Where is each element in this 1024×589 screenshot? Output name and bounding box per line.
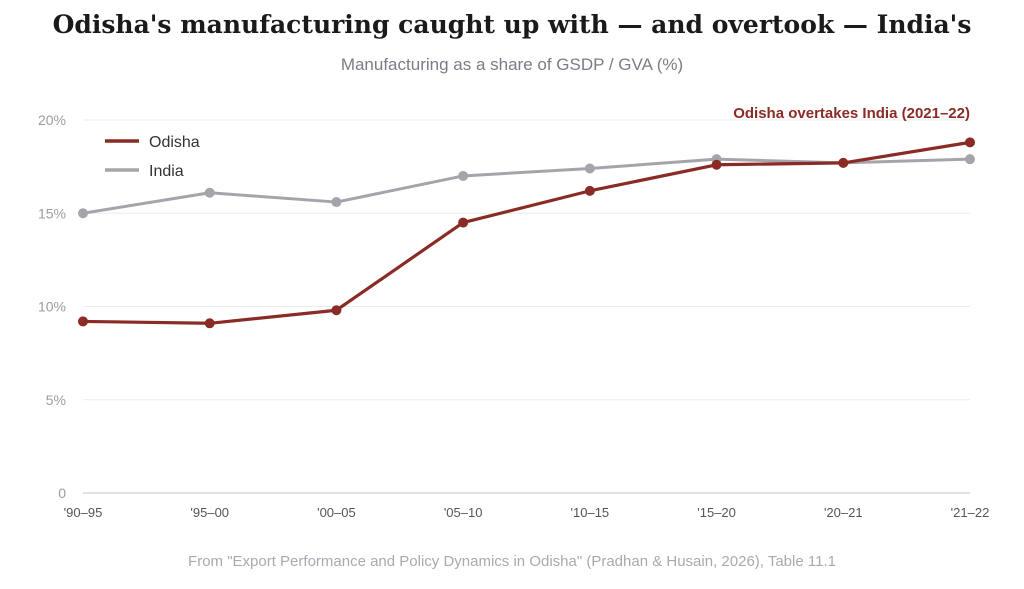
series-group [78,137,975,329]
odisha-point [458,217,469,228]
x-tick-label: '90–95 [64,505,103,520]
india-point [965,154,975,165]
india-point [204,187,215,198]
odisha-point [838,157,849,168]
series-odisha [78,137,975,329]
y-tick-label: 15% [38,205,66,221]
chart-subtitle: Manufacturing as a share of GSDP / GVA (… [340,55,684,74]
india-point [458,170,469,181]
odisha-point [584,185,595,196]
odisha-point [331,305,342,316]
legend: Odisha India [105,134,200,180]
x-tick-label: '15–20 [697,505,736,520]
india-point [584,163,595,174]
x-axis: '90–95 '95–00 '00–05 '05–10 '10–15 '15–20 '20–… [64,492,990,520]
y-tick-label: 0 [58,485,66,501]
odisha-point [711,159,722,170]
x-tick-label: '95–00 [190,505,229,520]
x-tick-label: '00–05 [317,505,356,520]
x-tick-label: '21–22 [951,505,990,520]
legend-label-india: India [149,163,184,180]
legend-label-odisha: Odisha [149,134,200,151]
x-tick-label: '10–15 [571,505,610,520]
y-tick-label: 5% [46,392,66,408]
y-tick-label: 10% [38,299,66,315]
y-axis: 0 5% 10% 15% 20% [38,112,66,501]
gridlines [83,119,970,401]
x-tick-label: '05–10 [444,505,483,520]
india-point [331,197,342,208]
india-point [78,208,88,219]
odisha-point [204,318,215,329]
x-tick-label: '20–21 [824,505,863,520]
odisha-line [82,140,971,325]
source-note: From "Export Performance and Policy Dyna… [188,553,836,570]
y-tick-label: 20% [38,112,66,128]
odisha-point [78,316,88,327]
odisha-point [965,137,975,148]
chart-title: Odisha's manufacturing caught up with — … [52,10,972,39]
annotation-label: Odisha overtakes India (2021–22) [733,105,970,122]
